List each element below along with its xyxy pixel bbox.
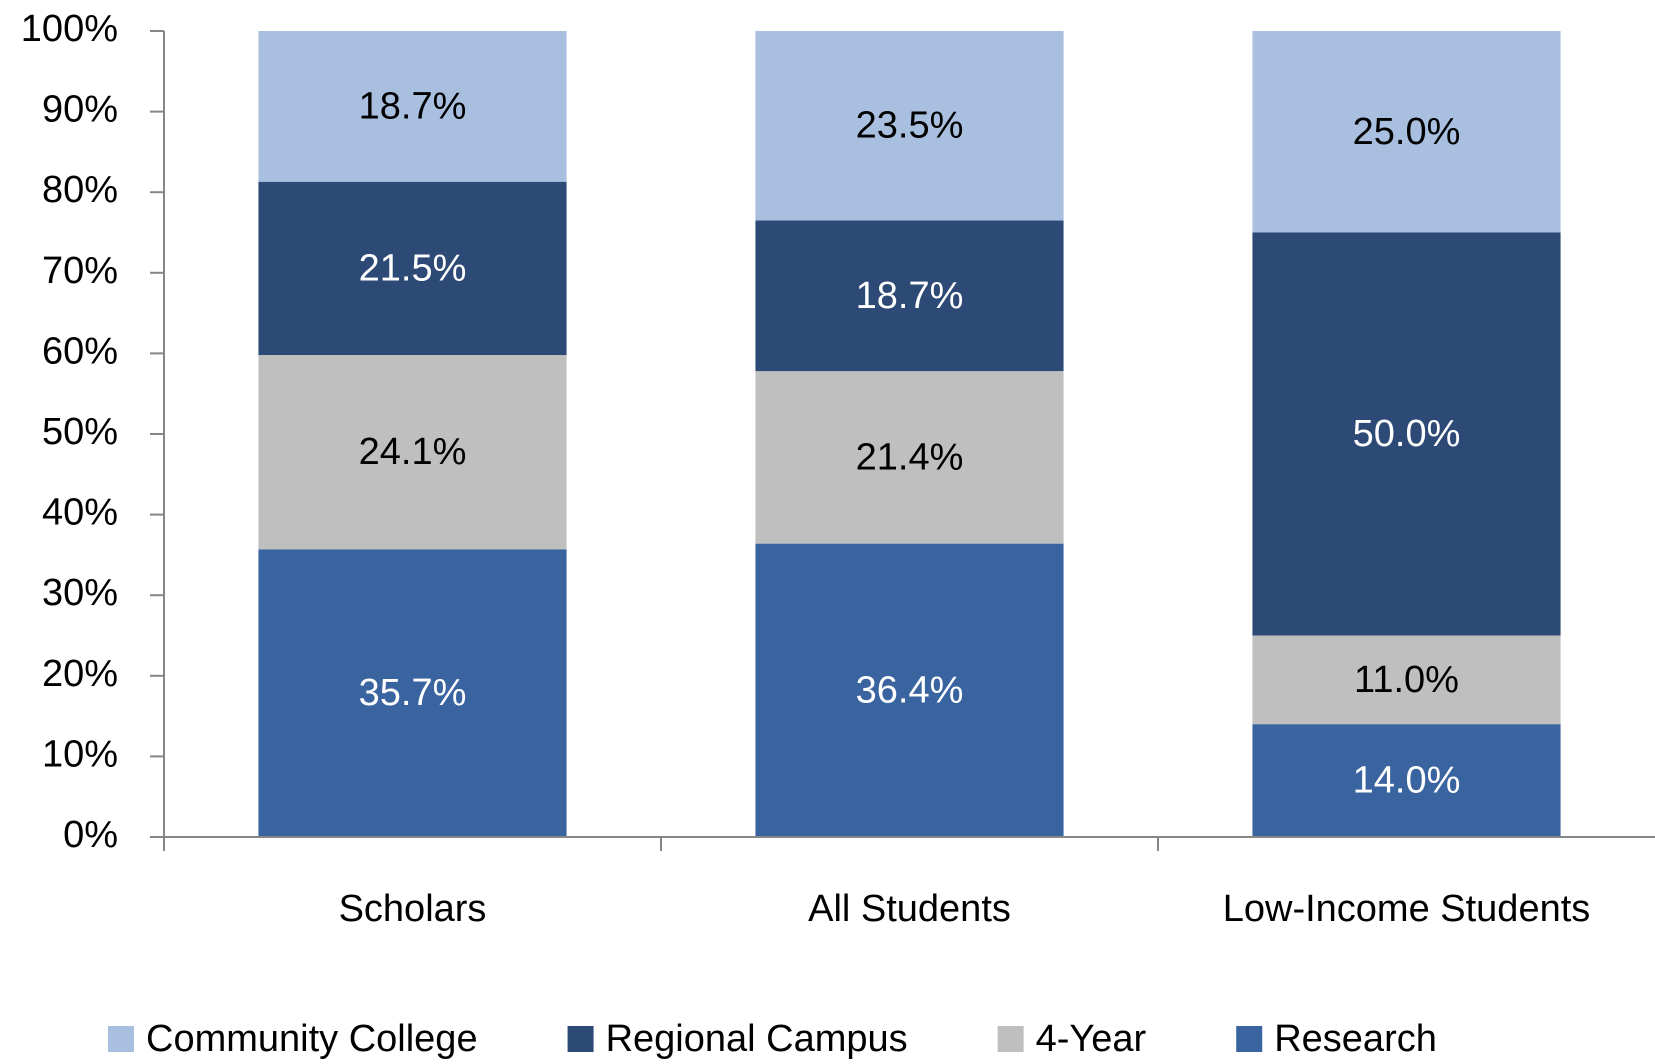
y-tick-label: 20%: [42, 653, 118, 695]
bar-segment: [258, 181, 567, 356]
legend-swatch: [1236, 1026, 1263, 1052]
data-label: 18.7%: [359, 85, 467, 127]
y-tick-label: 40%: [42, 492, 118, 534]
data-label: 24.1%: [359, 431, 467, 473]
legend-swatch: [567, 1026, 594, 1052]
bar-segment: [1252, 635, 1561, 725]
y-tick-label: 50%: [42, 411, 118, 453]
y-tick-label: 100%: [21, 8, 118, 50]
y-tick-label: 80%: [42, 169, 118, 211]
bar-segment: [755, 371, 1064, 544]
legend-swatch: [997, 1026, 1024, 1052]
bar-segment: [258, 355, 567, 550]
y-tick-label: 10%: [42, 733, 118, 775]
legend-label: Research: [1274, 1018, 1437, 1060]
data-label: 21.5%: [359, 247, 467, 289]
x-tick-label: Scholars: [339, 888, 487, 930]
bar-segment: [258, 31, 567, 182]
y-tick-label: 70%: [42, 250, 118, 292]
bar-segment: [755, 31, 1064, 221]
data-label: 25.0%: [1353, 111, 1461, 153]
data-label: 18.7%: [856, 275, 964, 317]
data-label: 14.0%: [1353, 760, 1461, 802]
data-label: 23.5%: [856, 105, 964, 147]
data-label: 11.0%: [1354, 659, 1459, 701]
y-tick-label: 0%: [63, 814, 118, 856]
bar-segment: [1252, 31, 1561, 233]
bar-segment: [1252, 724, 1561, 837]
data-label: 36.4%: [856, 669, 964, 711]
legend-label: Community College: [146, 1018, 478, 1060]
legend-label: Regional Campus: [606, 1018, 908, 1060]
y-tick-label: 30%: [42, 572, 118, 614]
y-tick-label: 60%: [42, 330, 118, 372]
bar-segment: [755, 543, 1064, 837]
x-tick-label: All Students: [808, 888, 1011, 930]
bar-segment: [1252, 232, 1561, 636]
y-tick-label: 90%: [42, 89, 118, 131]
data-label: 21.4%: [856, 436, 964, 478]
bar-segment: [755, 220, 1064, 372]
data-label: 35.7%: [359, 672, 467, 714]
bar-segment: [258, 549, 567, 837]
legend-swatch: [108, 1026, 134, 1052]
data-label: 50.0%: [1353, 413, 1461, 455]
legend-label: 4-Year: [1036, 1018, 1147, 1060]
x-tick-label: Low-Income Students: [1223, 888, 1591, 930]
